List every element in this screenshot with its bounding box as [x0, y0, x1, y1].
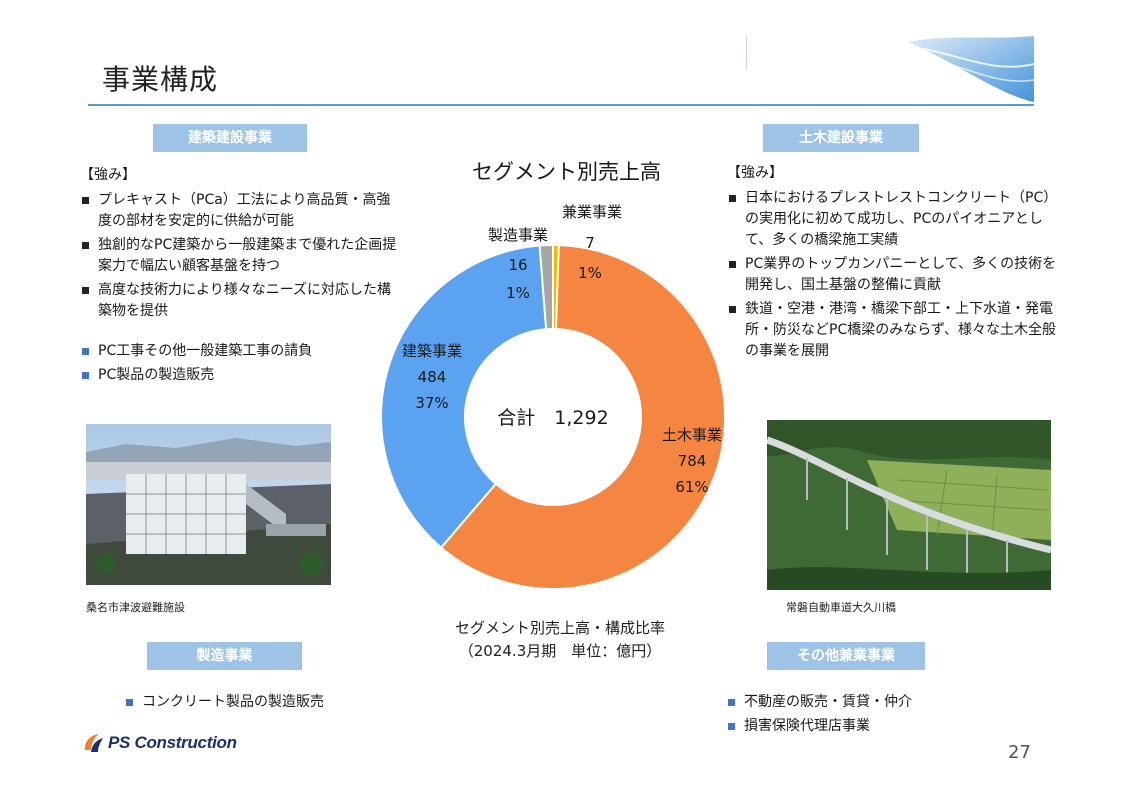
strength-text: PC業界のトップカンパニーとして、多くの技術を開発し、国土基盤の整備に貢献 — [745, 256, 1057, 293]
building-photo-icon — [86, 424, 331, 585]
bullet-icon — [82, 242, 89, 249]
segment-sales-donut-chart: 土木事業 784 61% 建築事業 484 37% 製造事業 16 1% 兼業事業 7 1% 合計 1,… — [380, 203, 726, 590]
business-text: 不動産の販売・賃貸・仲介 — [744, 694, 912, 710]
slice-value-label: 784 — [678, 452, 707, 470]
donut-slice-2 — [538, 243, 554, 331]
bridge-photo-icon — [767, 420, 1051, 590]
business-text: PC製品の製造販売 — [98, 367, 215, 383]
slice-name-label: 土木事業 — [662, 426, 722, 444]
donut-slice-0 — [439, 244, 726, 590]
chart-title: セグメント別売上高 — [472, 160, 661, 184]
strength-text: 独創的なPC建築から一般建築まで優れた企画提案力で幅広い顧客基盤を持つ — [98, 237, 397, 274]
slice-percent-label: 37% — [415, 394, 448, 412]
list-item: プレキャスト（PCa）工法により高品質・高強度の部材を安定的に供給が可能 — [80, 190, 398, 232]
architecture-business-list: PC工事その他一般建築工事の請負 PC製品の製造販売 — [80, 341, 380, 389]
civil-photo-caption: 常磐自動車道大久川橋 — [786, 601, 896, 614]
slice-name-label: 建築事業 — [402, 342, 462, 360]
manufacturing-segment-header: 製造事業 — [147, 642, 302, 670]
decorative-divider — [746, 36, 747, 70]
strength-text: 高度な技術力により様々なニーズに対応した構築物を提供 — [98, 282, 392, 319]
chart-note-title: セグメント別売上高・構成比率 — [454, 619, 665, 637]
business-text: コンクリート製品の製造販売 — [142, 694, 324, 710]
donut-slice-1 — [380, 244, 548, 550]
list-item: コンクリート製品の製造販売 — [124, 692, 384, 713]
civil-strength-title: 【強み】 — [727, 165, 783, 181]
other-business-list: 不動産の販売・賃貸・仲介 損害保険代理店事業 — [726, 692, 986, 740]
slice-name-label: 製造事業 — [488, 226, 548, 244]
list-item: PC業界のトップカンパニーとして、多くの技術を開発し、国土基盤の整備に貢献 — [727, 254, 1057, 296]
strength-text: 鉄道・空港・港湾・橋梁下部工・上下水道・発電所・防災などPC橋梁のみならず、様々… — [745, 301, 1056, 359]
bullet-icon — [729, 306, 736, 313]
slice-percent-label: 61% — [675, 478, 708, 496]
title-divider — [88, 104, 1034, 106]
bullet-icon — [728, 723, 735, 730]
list-item: PC製品の製造販売 — [80, 365, 380, 386]
manufacturing-business-list: コンクリート製品の製造販売 — [124, 692, 384, 716]
list-item: 損害保険代理店事業 — [726, 716, 986, 737]
bullet-icon — [82, 348, 89, 355]
other-segment-header: その他兼業事業 — [767, 642, 925, 670]
list-item: 鉄道・空港・港湾・橋梁下部工・上下水道・発電所・防災などPC橋梁のみならず、様々… — [727, 299, 1057, 362]
list-item: 独創的なPC建築から一般建築まで優れた企画提案力で幅広い顧客基盤を持つ — [80, 235, 398, 277]
slice-value-label: 16 — [508, 256, 527, 274]
list-item: 不動産の販売・賃貸・仲介 — [726, 692, 986, 713]
business-text: 損害保険代理店事業 — [744, 718, 870, 734]
list-item: PC工事その他一般建築工事の請負 — [80, 341, 380, 362]
chart-note-period-unit: （2024.3月期 単位：億円） — [458, 642, 662, 660]
bullet-icon — [728, 699, 735, 706]
company-logo: PS Construction — [82, 730, 237, 756]
civil-segment-header: 土木建設事業 — [763, 124, 919, 152]
architecture-strength-list: プレキャスト（PCa）工法により高品質・高強度の部材を安定的に供給が可能 独創的… — [80, 190, 398, 325]
architecture-strength-title: 【強み】 — [80, 167, 136, 183]
slice-value-label: 484 — [418, 368, 447, 386]
chart-total-label: 合計 1,292 — [497, 407, 608, 429]
brand-name: PS Construction — [108, 733, 237, 752]
bullet-icon — [729, 195, 736, 202]
bullet-icon — [82, 287, 89, 294]
strength-text: プレキャスト（PCa）工法により高品質・高強度の部材を安定的に供給が可能 — [98, 192, 391, 229]
slice-name-label: 兼業事業 — [562, 203, 622, 221]
ps-construction-logo-icon — [84, 734, 103, 752]
bullet-icon — [729, 261, 736, 268]
architecture-photo-caption: 桑名市津波避難施設 — [86, 601, 185, 614]
business-text: PC工事その他一般建築工事の請負 — [98, 343, 313, 359]
list-item: 高度な技術力により様々なニーズに対応した構築物を提供 — [80, 280, 398, 322]
page-title: 事業構成 — [102, 63, 219, 96]
strength-text: 日本におけるプレストレストコンクリート（PC）の実用化に初めて成功し、PCのパイ… — [745, 190, 1051, 248]
page-number: 27 — [1008, 742, 1031, 763]
bullet-icon — [82, 197, 89, 204]
civil-strength-list: 日本におけるプレストレストコンクリート（PC）の実用化に初めて成功し、PCのパイ… — [727, 188, 1057, 365]
wave-decoration-icon — [908, 36, 1034, 102]
slice-percent-label: 1% — [506, 284, 530, 302]
bullet-icon — [82, 372, 89, 379]
slice-percent-label: 1% — [578, 264, 602, 282]
list-item: 日本におけるプレストレストコンクリート（PC）の実用化に初めて成功し、PCのパイ… — [727, 188, 1057, 251]
slice-value-label: 7 — [585, 234, 595, 252]
architecture-segment-header: 建築建設事業 — [153, 124, 307, 152]
bullet-icon — [126, 699, 133, 706]
